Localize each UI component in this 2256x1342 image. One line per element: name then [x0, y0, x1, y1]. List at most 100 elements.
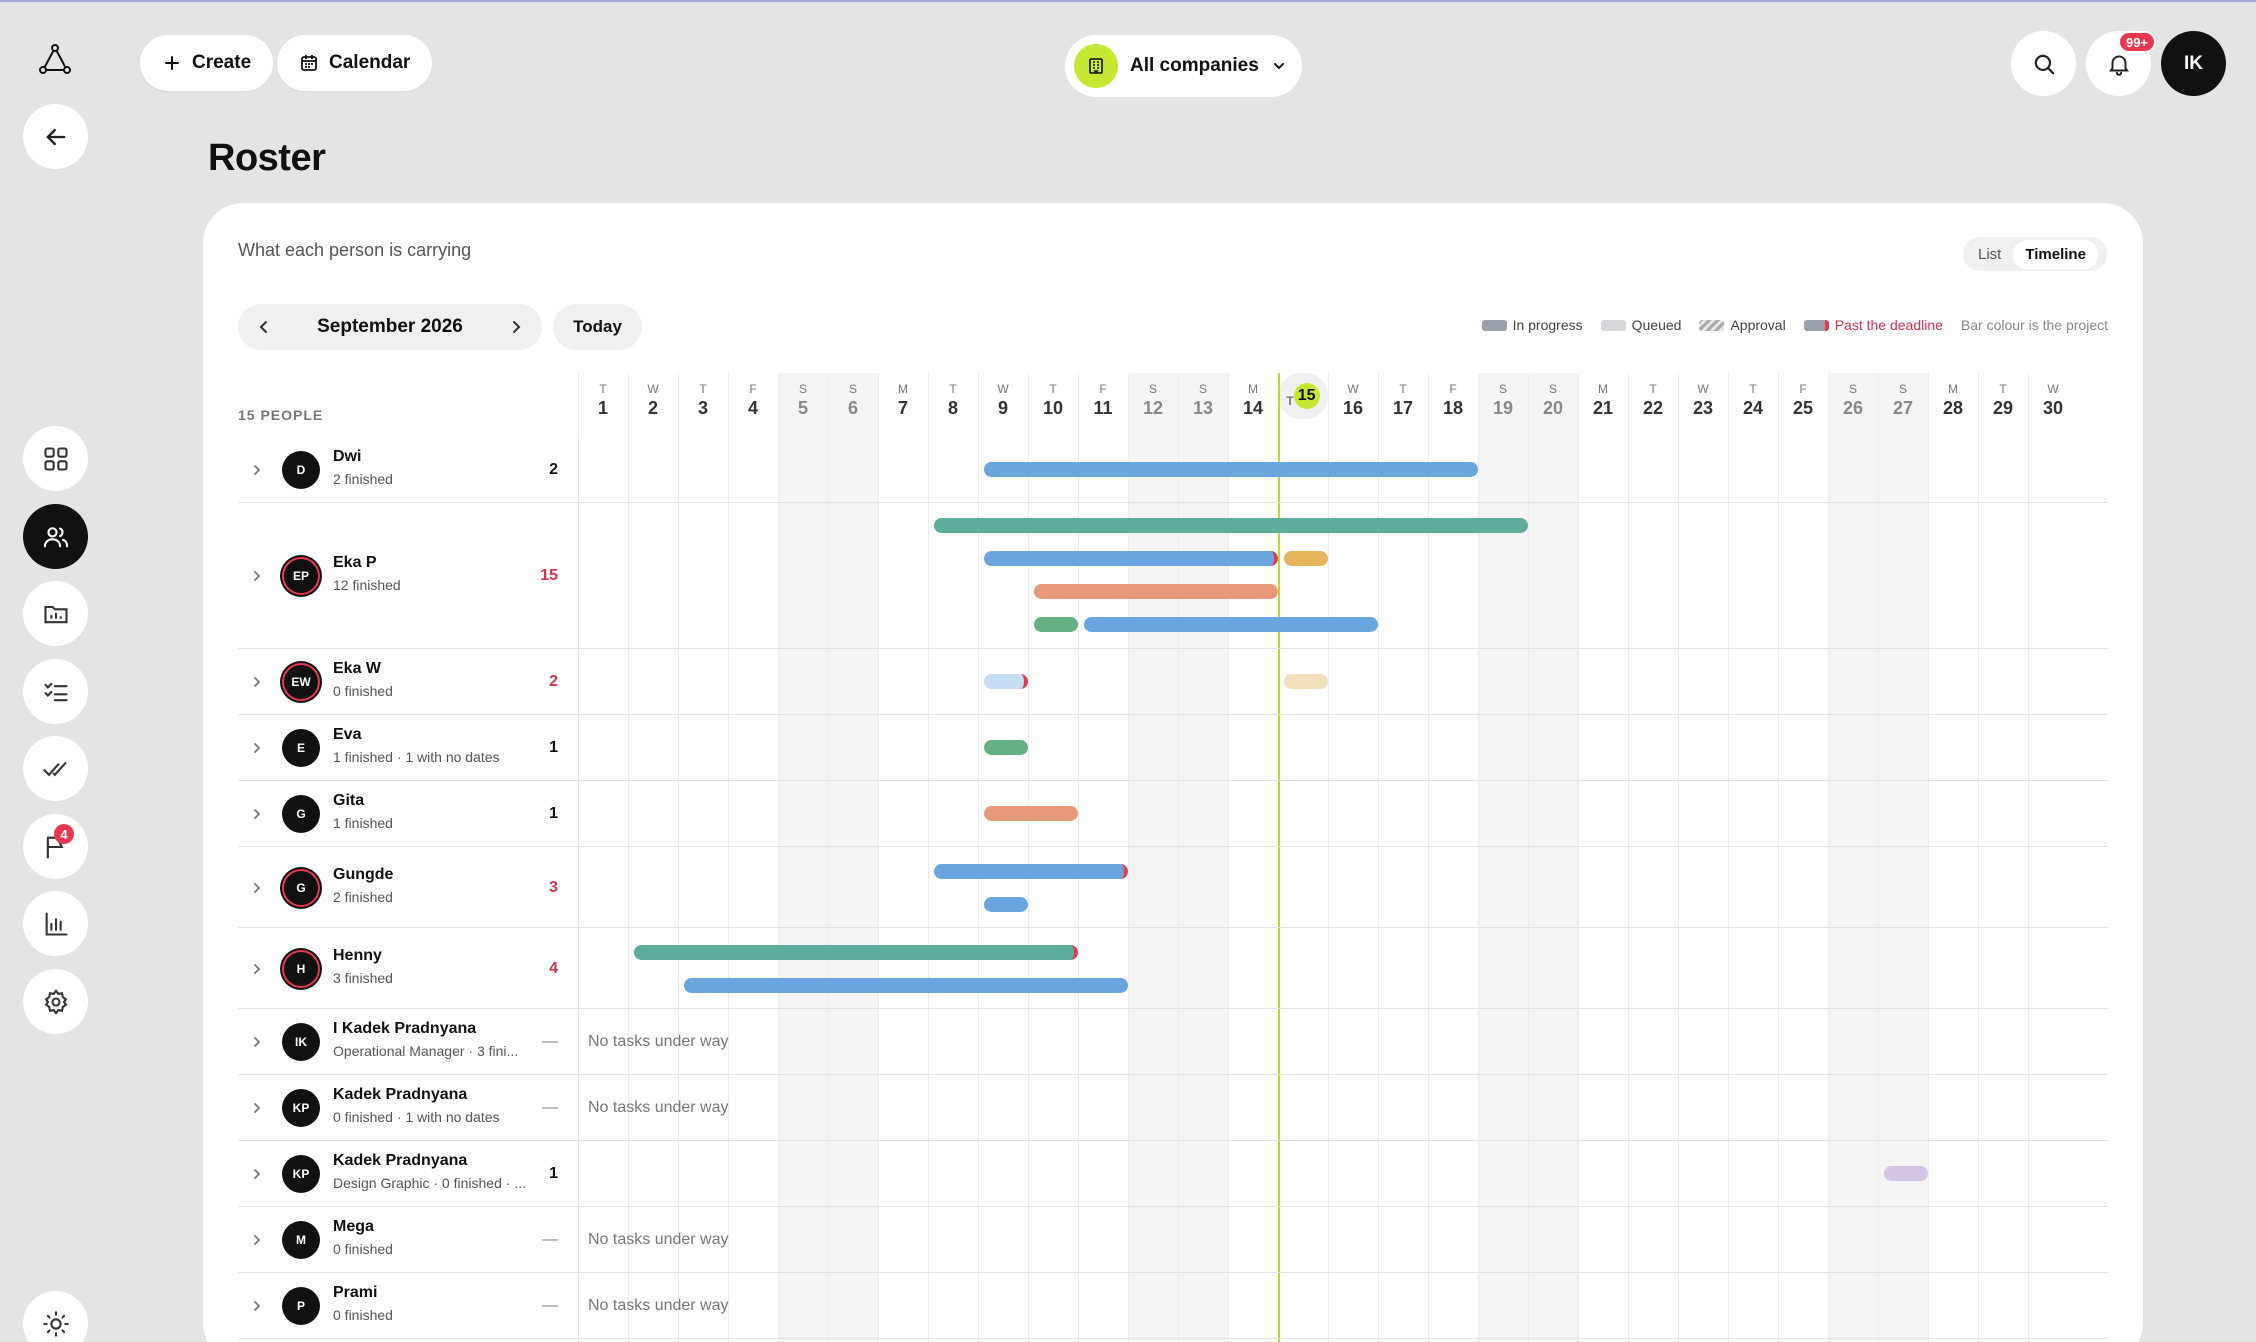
company-selector[interactable]: All companies	[1065, 35, 1302, 97]
day-number: 3	[697, 398, 708, 418]
day-column	[678, 373, 728, 1342]
roster-row[interactable]: E Eva 1 finished · 1 with no dates 1	[238, 715, 2108, 781]
person-name[interactable]: I Kadek Pradnyana	[333, 1020, 477, 1037]
chevron-right-icon[interactable]	[250, 1101, 264, 1115]
person-summary: 0 finished	[333, 683, 393, 699]
chevron-right-icon[interactable]	[250, 463, 264, 477]
task-bar[interactable]	[1034, 617, 1078, 632]
prev-month-icon[interactable]	[256, 319, 272, 335]
person-name[interactable]: Prami	[333, 1284, 378, 1301]
day-number: 27	[1892, 398, 1914, 418]
search-button[interactable]	[2011, 31, 2076, 96]
chevron-right-icon[interactable]	[250, 675, 264, 689]
task-count: —	[542, 1297, 558, 1314]
roster-row[interactable]: M Mega 0 finished — No tasks under way	[238, 1207, 2108, 1273]
day-column	[1978, 373, 2028, 1342]
day-column	[1628, 373, 1678, 1342]
create-button[interactable]: Create	[140, 35, 274, 91]
chevron-right-icon[interactable]	[250, 1035, 264, 1049]
legend-in-progress: In progress	[1481, 317, 1583, 333]
row-divider	[578, 1009, 579, 1075]
roster-row[interactable]: G Gita 1 finished 1	[238, 781, 2108, 847]
day-column	[828, 373, 878, 1342]
person-name[interactable]: Kadek Pradnyana	[333, 1086, 468, 1103]
roster-row[interactable]: KP Kadek Pradnyana 0 finished · 1 with no …	[238, 1075, 2108, 1141]
day-header: M 21	[1578, 373, 1628, 419]
roster-row[interactable]: KP Kadek Pradnyana Design Graphic · 0 fini…	[238, 1141, 2108, 1207]
row-divider	[578, 1141, 579, 1207]
app-logo-icon[interactable]	[38, 42, 72, 76]
person-name[interactable]: Eva	[333, 726, 362, 743]
view-timeline-button[interactable]: Timeline	[2013, 239, 2098, 269]
chevron-right-icon[interactable]	[250, 962, 264, 976]
calendar-button[interactable]: Calendar	[277, 35, 433, 91]
chevron-right-icon[interactable]	[250, 1233, 264, 1247]
view-list-button[interactable]: List	[1978, 245, 2002, 263]
task-bar[interactable]	[1084, 617, 1378, 632]
task-bar[interactable]	[984, 551, 1278, 566]
weekday-label: W	[997, 382, 1009, 396]
roster-row[interactable]: P Prami 0 finished — No tasks under way	[238, 1273, 2108, 1339]
chevron-right-icon[interactable]	[250, 881, 264, 895]
task-bar[interactable]	[934, 518, 1528, 533]
task-bar[interactable]	[634, 944, 1078, 960]
task-bar[interactable]	[1884, 1166, 1928, 1181]
nav-projects[interactable]	[23, 581, 88, 646]
today-button[interactable]: Today	[553, 304, 642, 350]
task-bar[interactable]	[1034, 584, 1278, 599]
nav-flags[interactable]: 4	[23, 814, 88, 879]
roster-row[interactable]: EP Eka P 12 finished 15	[238, 503, 2108, 649]
person-name[interactable]: Gita	[333, 792, 365, 809]
weekday-label: T	[1749, 382, 1757, 396]
chevron-right-icon[interactable]	[250, 807, 264, 821]
roster-row[interactable]: IK I Kadek Pradnyana Operational Manager ·…	[238, 1009, 2108, 1075]
roster-row[interactable]: H Henny 3 finished 4	[238, 928, 2108, 1009]
task-bar[interactable]	[984, 896, 1028, 912]
nav-settings[interactable]	[23, 969, 88, 1034]
legend-label: In progress	[1512, 317, 1583, 333]
nav-dashboard[interactable]	[23, 426, 88, 491]
task-bar[interactable]	[984, 674, 1028, 689]
roster-row[interactable]: EW Eka W 0 finished 2	[238, 649, 2108, 715]
person-summary: 2 finished	[333, 888, 393, 905]
day-column	[1428, 373, 1478, 1342]
task-count: 1	[549, 739, 558, 756]
person-name[interactable]: Kadek Pradnyana	[333, 1152, 468, 1169]
day-number: 9	[997, 398, 1008, 418]
weekday-label: T	[1999, 382, 2007, 396]
task-count: 15	[540, 567, 558, 584]
task-bar[interactable]	[984, 740, 1028, 755]
nav-people[interactable]	[23, 504, 88, 569]
chevron-right-icon[interactable]	[250, 1299, 264, 1313]
weekday-label: W	[1347, 382, 1359, 396]
task-bar[interactable]	[684, 977, 1128, 993]
notifications-button[interactable]: 99+	[2086, 31, 2156, 96]
task-bar[interactable]	[984, 462, 1478, 477]
chevron-right-icon[interactable]	[250, 569, 264, 583]
task-bar[interactable]	[1284, 551, 1328, 566]
nav-reports[interactable]	[23, 891, 88, 956]
person-name[interactable]: Dwi	[333, 448, 362, 465]
roster-row[interactable]: D Dwi 2 finished 2	[238, 437, 2108, 503]
chevron-right-icon[interactable]	[250, 741, 264, 755]
user-avatar[interactable]: IK	[2161, 31, 2226, 96]
next-month-icon[interactable]	[508, 319, 524, 335]
theme-toggle-button[interactable]	[23, 1291, 88, 1342]
day-number: 30	[2042, 398, 2064, 418]
task-bar[interactable]	[934, 863, 1128, 879]
person-name[interactable]: Henny	[333, 946, 382, 964]
day-header: T 10	[1028, 373, 1078, 419]
person-name[interactable]: Eka W	[333, 660, 382, 677]
task-bar[interactable]	[984, 806, 1078, 821]
roster-row[interactable]: G Gungde 2 finished 3	[238, 847, 2108, 928]
chevron-right-icon[interactable]	[250, 1167, 264, 1181]
back-button[interactable]	[23, 104, 88, 169]
task-bar[interactable]	[1284, 674, 1328, 689]
nav-approvals[interactable]	[23, 736, 88, 801]
avatar: KP	[282, 1089, 320, 1127]
person-name[interactable]: Gungde	[333, 865, 394, 883]
person-name[interactable]: Eka P	[333, 554, 377, 571]
nav-tasks[interactable]	[23, 659, 88, 724]
person-name[interactable]: Mega	[333, 1218, 374, 1235]
